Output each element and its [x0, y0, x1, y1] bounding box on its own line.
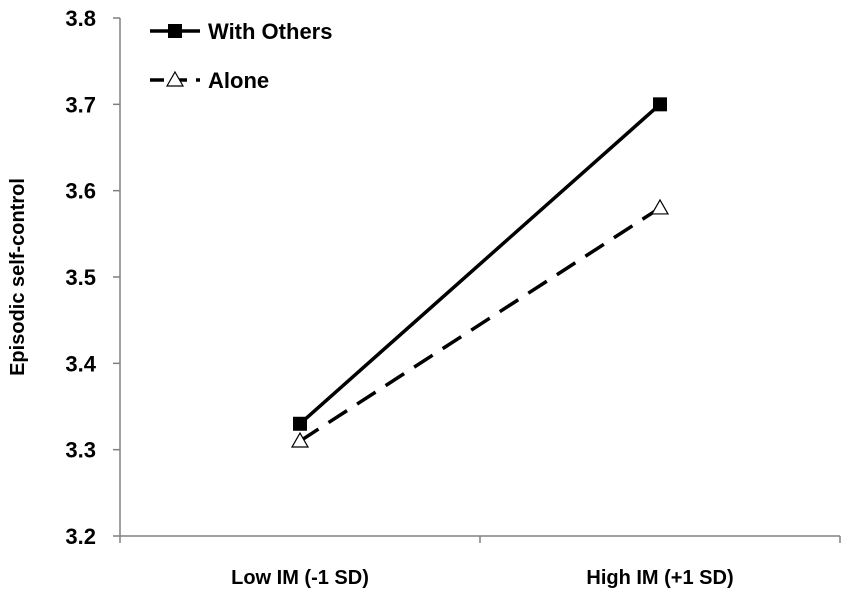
series-alone — [290, 198, 670, 448]
y-tick-label: 3.3 — [65, 438, 96, 463]
series-layer — [290, 97, 670, 448]
data-point — [293, 416, 307, 431]
data-point — [290, 431, 310, 448]
legend-marker — [168, 24, 182, 38]
legend-label: With Others — [208, 19, 332, 44]
series-line — [299, 206, 661, 443]
legend-label: Alone — [208, 68, 269, 93]
legend: With Others Alone — [150, 19, 332, 93]
legend-item: Alone — [150, 68, 269, 93]
data-point — [650, 198, 670, 215]
y-tick-label: 3.2 — [65, 524, 96, 549]
y-axis-title: Episodic self-control — [7, 178, 29, 376]
y-tick-label: 3.4 — [65, 351, 96, 376]
x-tick-label: High IM (+1 SD) — [586, 567, 733, 589]
legend-item: With Others — [150, 19, 332, 44]
series-with-others — [293, 97, 667, 431]
data-point — [653, 97, 667, 112]
y-tick-label: 3.5 — [65, 265, 96, 290]
series-line — [298, 103, 662, 426]
x-axis: Low IM (-1 SD) High IM (+1 SD) — [119, 535, 841, 589]
y-tick-label: 3.8 — [65, 6, 96, 31]
y-axis: 3.2 3.3 3.4 3.5 3.6 3.7 3.8 — [65, 6, 121, 549]
legend-marker — [165, 70, 185, 87]
y-tick-label: 3.6 — [65, 179, 96, 204]
x-tick-label: Low IM (-1 SD) — [231, 567, 369, 589]
y-tick-label: 3.7 — [65, 92, 96, 117]
